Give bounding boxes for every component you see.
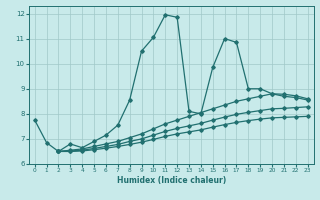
X-axis label: Humidex (Indice chaleur): Humidex (Indice chaleur) [116,176,226,185]
